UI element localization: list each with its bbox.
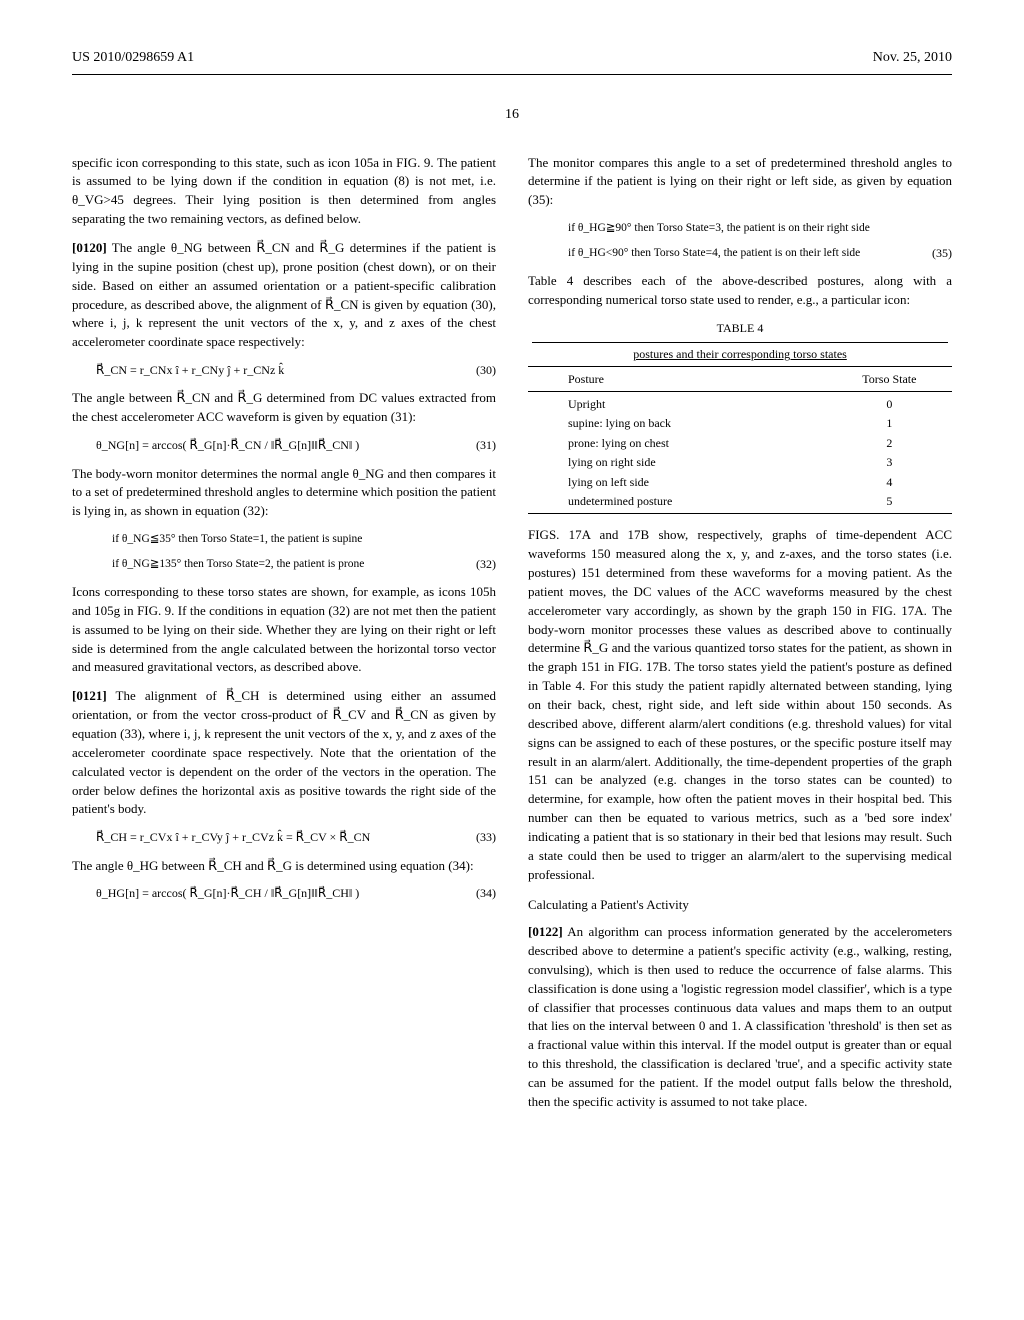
body-paragraph: The angle between R⃗_CN and R⃗_G determi… <box>72 389 496 427</box>
condition-35a: if θ_HG≧90° then Torso State=3, the pati… <box>568 220 952 237</box>
left-column: specific icon corresponding to this stat… <box>72 154 496 1122</box>
condition-35b: if θ_HG<90° then Torso State=4, the pati… <box>568 245 860 262</box>
table-cell: supine: lying on back <box>528 414 827 433</box>
table-caption: TABLE 4 <box>528 320 952 337</box>
section-subheading: Calculating a Patient's Activity <box>528 896 952 915</box>
table-cell: prone: lying on chest <box>528 434 827 453</box>
equation-31: θ_NG[n] = arccos( R⃗_G[n]·R⃗_CN / ‖R⃗_G[… <box>96 437 496 454</box>
table-cell: 4 <box>827 473 952 492</box>
publication-date: Nov. 25, 2010 <box>873 48 952 68</box>
table-col-state: Torso State <box>827 366 952 391</box>
body-paragraph: Icons corresponding to these torso state… <box>72 583 496 677</box>
table-cell: Upright <box>528 392 827 415</box>
right-column: The monitor compares this angle to a set… <box>528 154 952 1122</box>
table-cell: undetermined posture <box>528 492 827 514</box>
equation-33: R⃗_CH = r_CVx î + r_CVy ĵ + r_CVz k̂ = R… <box>96 829 496 846</box>
equation-body: R⃗_CN = r_CNx î + r_CNy ĵ + r_CNz k̂ <box>96 362 284 379</box>
paragraph-number: [0121] <box>72 688 107 703</box>
page-header: US 2010/0298659 A1 Nov. 25, 2010 <box>72 48 952 75</box>
equation-number: (31) <box>466 437 496 454</box>
table-cell: lying on left side <box>528 473 827 492</box>
posture-table: postures and their corresponding torso s… <box>528 341 952 514</box>
page-number: 16 <box>72 105 952 125</box>
table-cell: 5 <box>827 492 952 514</box>
equation-number: (35) <box>922 245 952 262</box>
equation-number: (34) <box>466 885 496 902</box>
paragraph-number: [0120] <box>72 240 107 255</box>
condition-35b-row: if θ_HG<90° then Torso State=4, the pati… <box>568 245 952 262</box>
equation-30: R⃗_CN = r_CNx î + r_CNy ĵ + r_CNz k̂ (30… <box>96 362 496 379</box>
table-cell: 0 <box>827 392 952 415</box>
publication-number: US 2010/0298659 A1 <box>72 48 194 68</box>
equation-body: θ_HG[n] = arccos( R⃗_G[n]·R⃗_CH / ‖R⃗_G[… <box>96 885 359 902</box>
condition-32b-row: if θ_NG≧135° then Torso State=2, the pat… <box>112 556 496 573</box>
table-subcaption: postures and their corresponding torso s… <box>528 344 952 366</box>
paragraph-number: [0122] <box>528 924 563 939</box>
body-paragraph: [0121] The alignment of R⃗_CH is determi… <box>72 687 496 819</box>
table-cell: 1 <box>827 414 952 433</box>
body-paragraph: [0122] An algorithm can process informat… <box>528 923 952 1111</box>
equation-number: (33) <box>466 829 496 846</box>
condition-32b: if θ_NG≧135° then Torso State=2, the pat… <box>112 556 364 573</box>
body-paragraph: The angle θ_HG between R⃗_CH and R⃗_G is… <box>72 857 496 876</box>
table-col-posture: Posture <box>528 366 827 391</box>
body-paragraph: [0120] The angle θ_NG between R⃗_CN and … <box>72 239 496 352</box>
table-cell: 2 <box>827 434 952 453</box>
body-paragraph: The body-worn monitor determines the nor… <box>72 465 496 522</box>
equation-number: (30) <box>466 362 496 379</box>
equation-body: R⃗_CH = r_CVx î + r_CVy ĵ + r_CVz k̂ = R… <box>96 829 370 846</box>
equation-number: (32) <box>466 556 496 573</box>
body-paragraph: The monitor compares this angle to a set… <box>528 154 952 211</box>
equation-34: θ_HG[n] = arccos( R⃗_G[n]·R⃗_CH / ‖R⃗_G[… <box>96 885 496 902</box>
body-paragraph: specific icon corresponding to this stat… <box>72 154 496 229</box>
body-paragraph: Table 4 describes each of the above-desc… <box>528 272 952 310</box>
condition-32a: if θ_NG≦35° then Torso State=1, the pati… <box>112 531 496 548</box>
table-cell: lying on right side <box>528 453 827 472</box>
body-paragraph: FIGS. 17A and 17B show, respectively, gr… <box>528 526 952 884</box>
equation-body: θ_NG[n] = arccos( R⃗_G[n]·R⃗_CN / ‖R⃗_G[… <box>96 437 359 454</box>
table-cell: 3 <box>827 453 952 472</box>
